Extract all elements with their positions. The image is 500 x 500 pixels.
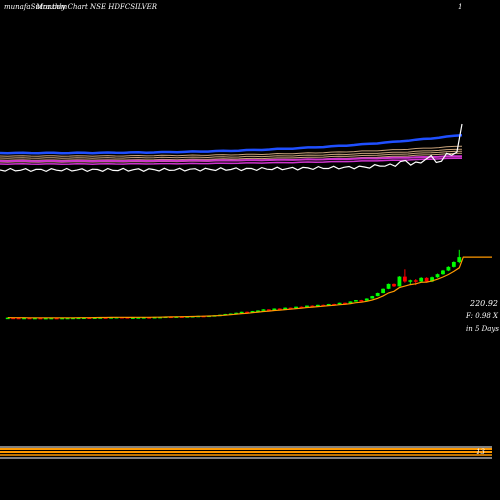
candle-body-59 [326,304,331,306]
candle-body-71 [392,283,396,287]
indicator-band-1 [0,148,463,159]
candlestick-series [5,249,462,320]
candle-body-6 [38,317,43,320]
indicator-band-5 [0,155,462,163]
candle-body-83 [457,257,462,262]
candle-body-54 [299,306,304,309]
candle-body-77 [424,277,429,282]
indicator-bands [0,123,463,173]
candle-body-7 [43,317,48,320]
candle-body-23 [130,317,135,319]
candle-body-24 [136,317,141,319]
candle-body-61 [337,302,342,305]
candle-body-43 [239,311,244,314]
chart-title: Monthly Chart NSE HDFCSILVER [36,3,158,11]
candle-body-47 [261,309,266,311]
candle-body-4 [27,317,32,320]
indicator-band-4 [0,134,463,155]
volume-marker-label: 13 [476,448,485,456]
candle-body-70 [386,283,391,289]
candle-body-12 [71,317,75,320]
candle-body-69 [381,288,386,294]
indicator-band-0 [0,145,463,157]
candle-body-44 [245,311,250,314]
white-indicator-line [0,123,463,173]
candle-body-78 [430,277,434,282]
candle-body-51 [283,307,288,310]
candle-body-80 [441,270,445,275]
candle-body-3 [22,317,26,320]
right-marker: 1 [458,3,463,11]
candle-body-8 [49,317,54,320]
candle-body-66 [364,298,369,301]
change-label: F: 0.98 X [466,312,498,320]
candle-body-68 [375,293,380,297]
candle-body-67 [370,296,375,299]
candle-body-5 [33,317,37,320]
candle-body-48 [266,309,271,311]
candle-body-57 [315,304,320,307]
candle-body-13 [76,317,81,320]
candle-body-73 [402,276,407,282]
candle-body-55 [305,305,309,308]
candle-body-65 [359,300,364,302]
candle-body-10 [60,317,65,320]
candle-body-72 [397,276,402,287]
ema-line [7,256,492,319]
candle-body-1 [11,317,16,320]
indicator-band-6 [0,157,462,165]
ema-path [7,256,492,319]
volume-panel [0,446,492,459]
candle-body-63 [348,301,353,304]
candle-body-45 [250,311,255,313]
candle-body-75 [413,280,418,282]
candle-body-82 [451,262,456,267]
candle-body-64 [354,300,358,302]
candle-body-76 [419,277,424,282]
candle-body-42 [234,312,239,315]
candle-body-11 [65,317,70,320]
candle-body-56 [310,305,315,308]
candle-body-16 [92,317,97,319]
candle-body-49 [272,308,277,311]
candle-body-53 [294,306,298,309]
price-label: 220.92 [470,299,498,308]
candle-body-62 [343,302,347,305]
candle-body-46 [256,310,260,312]
watermark-text: munafaSutra.com [4,3,68,11]
period-label: in 5 Days [466,325,499,333]
candle-body-2 [16,317,21,320]
candle-body-9 [54,317,59,320]
candle-body-81 [446,266,451,271]
candle-body-0 [5,317,10,320]
candle-body-50 [277,308,282,311]
candle-body-52 [288,307,293,310]
candle-body-79 [435,274,440,278]
candle-body-74 [408,280,413,282]
